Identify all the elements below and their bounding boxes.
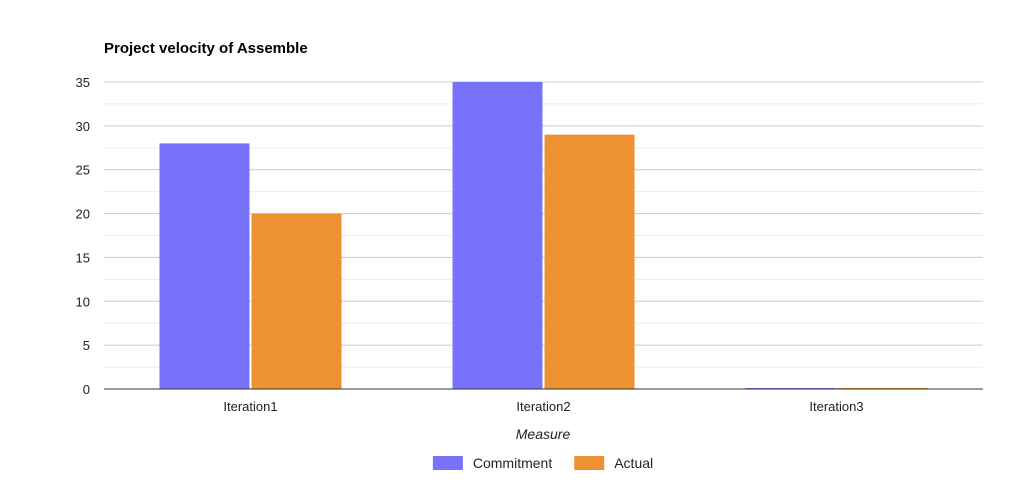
bar-actual-iteration2	[544, 134, 635, 389]
bars	[104, 82, 983, 390]
legend-item-actual: Actual	[574, 455, 653, 471]
y-axis-tick-labels: 0 5 10 15 20 25 30 35	[76, 75, 90, 397]
y-tick-label: 30	[76, 119, 90, 134]
x-tick-label: Iteration1	[223, 399, 277, 414]
y-tick-label: 25	[76, 163, 90, 178]
legend-label: Actual	[614, 455, 653, 471]
y-tick-label: 10	[76, 294, 90, 309]
legend-label: Commitment	[473, 455, 552, 471]
x-axis-title: Measure	[516, 426, 571, 442]
x-tick-label: Iteration3	[809, 399, 863, 414]
legend-item-commitment: Commitment	[432, 455, 552, 471]
gridlines	[104, 81, 983, 368]
legend-swatch	[574, 456, 605, 470]
bar-commitment-iteration2	[452, 82, 543, 389]
legend: Commitment Actual	[432, 455, 653, 471]
legend-swatch	[432, 456, 463, 470]
y-tick-label: 0	[83, 382, 90, 397]
x-axis-tick-labels: Iteration1 Iteration2 Iteration3	[223, 399, 863, 414]
bar-actual-iteration1	[251, 213, 342, 389]
x-tick-label: Iteration2	[516, 399, 570, 414]
y-tick-label: 20	[76, 207, 90, 222]
bar-commitment-iteration1	[159, 143, 250, 389]
y-tick-label: 15	[76, 250, 90, 265]
chart-title: Project velocity of Assemble	[104, 40, 308, 57]
y-tick-label: 35	[76, 75, 90, 90]
y-tick-label: 5	[83, 338, 90, 353]
